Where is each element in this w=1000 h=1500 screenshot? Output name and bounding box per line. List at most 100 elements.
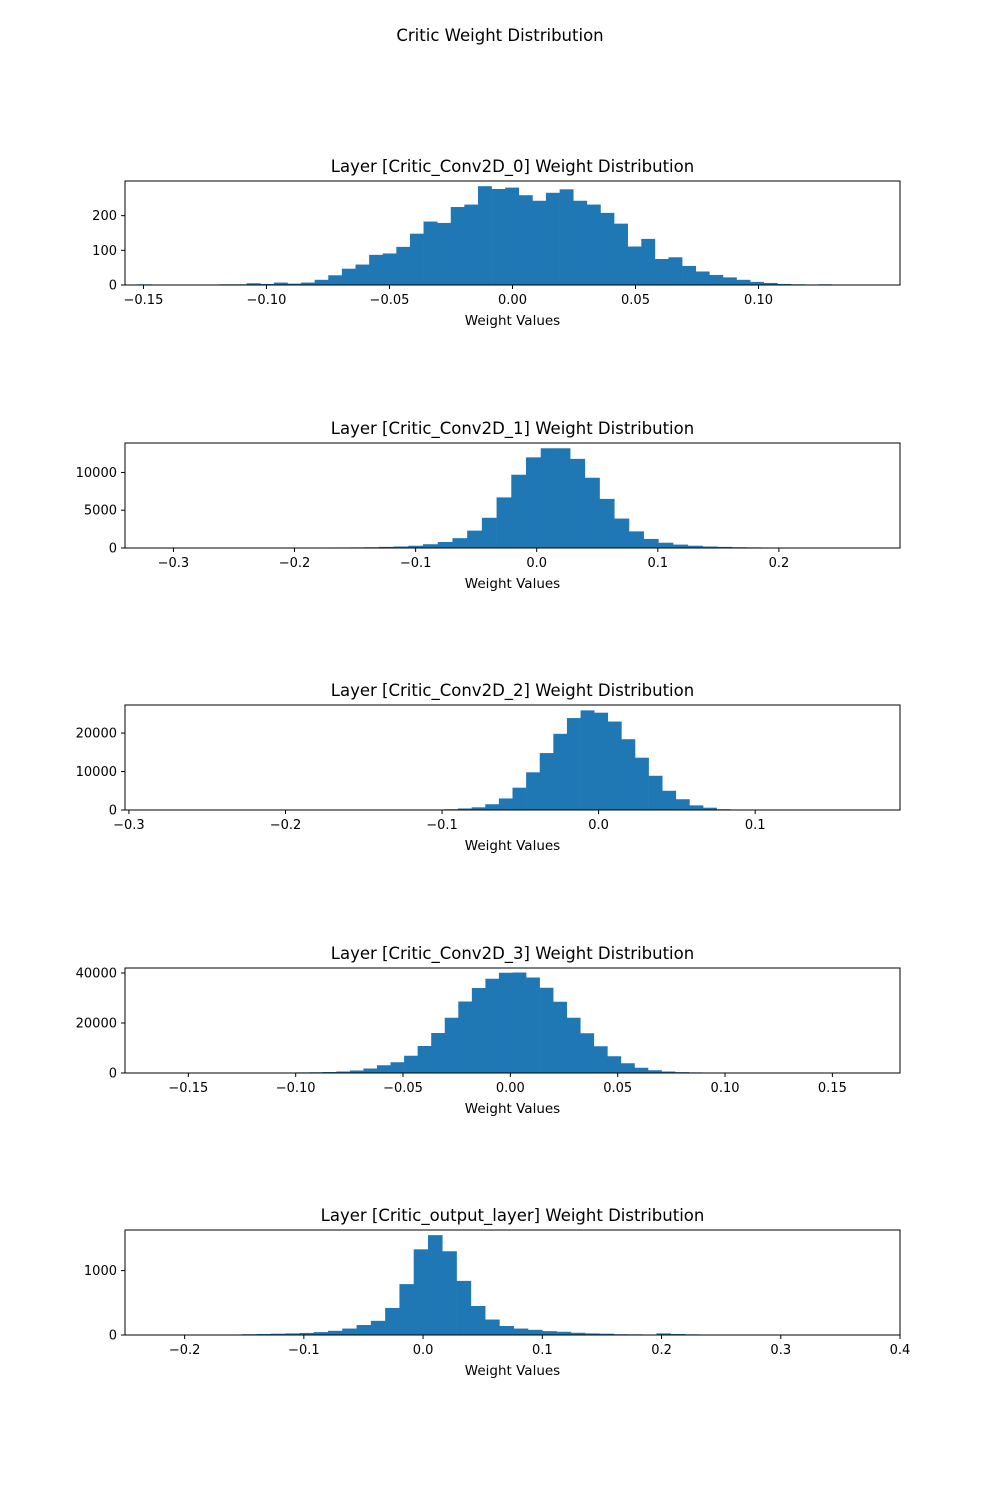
histogram-bar [555, 448, 571, 548]
histogram-bar [593, 1046, 608, 1073]
y-tick-label: 10000 [76, 466, 117, 481]
x-tick-label: −0.3 [158, 556, 190, 571]
histogram-bar [559, 189, 574, 285]
histogram-bar [363, 1068, 378, 1073]
x-tick-label: −0.2 [279, 556, 311, 571]
histogram-bar [654, 259, 669, 285]
histogram-bar [600, 212, 615, 285]
x-tick-label: −0.1 [426, 818, 458, 833]
histogram-bar [498, 972, 513, 1073]
histogram-bar [356, 1325, 372, 1335]
histogram-bar [378, 546, 394, 548]
x-tick-label: −0.05 [383, 1081, 423, 1096]
figure-title: Critic Weight Distribution [396, 26, 604, 45]
x-tick-label: −0.1 [288, 1343, 320, 1358]
histogram-bar [385, 1307, 400, 1335]
histogram-bar [470, 1306, 486, 1335]
histogram-bar [260, 283, 275, 285]
histogram-bar [556, 1331, 572, 1335]
histogram-bar [299, 1332, 315, 1335]
y-tick-label: 10000 [76, 765, 117, 780]
x-tick-label: −0.2 [169, 1343, 201, 1358]
histogram-bar [539, 987, 554, 1073]
histogram-bar [648, 1070, 662, 1073]
histogram-bar [599, 1333, 614, 1335]
histogram-bar [377, 1065, 391, 1073]
x-axis-label: Weight Values [465, 313, 560, 329]
histogram-bar [722, 277, 737, 285]
x-axis-label: Weight Values [465, 576, 560, 592]
histogram-bar [702, 546, 718, 548]
x-tick-label: −0.10 [247, 293, 287, 308]
histogram-bar [656, 1333, 672, 1335]
histogram-bar [662, 790, 677, 810]
x-tick-label: 0.2 [651, 1343, 672, 1358]
histogram-bar [703, 807, 717, 810]
histogram-bar [485, 978, 500, 1073]
y-tick-label: 20000 [76, 1017, 117, 1032]
histogram-bar [437, 222, 452, 285]
histogram-bar [586, 204, 601, 285]
x-tick-label: −0.2 [270, 818, 302, 833]
histogram-bar [570, 458, 586, 548]
histogram-bar [648, 775, 663, 810]
x-tick-label: 0.00 [498, 293, 527, 308]
x-tick-label: −0.15 [168, 1081, 208, 1096]
histogram-bar [349, 1070, 364, 1073]
histogram-bar [573, 200, 588, 285]
histogram-bar [553, 1001, 567, 1073]
histogram-bar [643, 538, 659, 548]
x-tick-label: −0.1 [400, 556, 432, 571]
x-tick-label: 0.05 [603, 1081, 632, 1096]
histogram-bar [594, 712, 609, 810]
histogram-bar [270, 1333, 286, 1335]
histogram-bar [599, 498, 615, 548]
histogram-bar [301, 282, 315, 285]
axes-frame [124, 967, 901, 1074]
histogram-bar [566, 718, 581, 810]
histogram-bar [273, 282, 288, 285]
x-axis-label: Weight Values [465, 1363, 560, 1379]
histogram-bar [382, 253, 397, 285]
x-tick-label: 0.10 [744, 293, 773, 308]
histogram-bar [452, 538, 468, 548]
histogram-panel-0: −0.15 −0.10 −0.05 0.00 0.05 0.10 0 100 200 Layer … [92, 157, 901, 329]
histogram-bar [393, 546, 409, 548]
histogram-bar [355, 264, 370, 285]
histogram-bar [682, 265, 696, 285]
histogram-bar [687, 545, 703, 548]
histogram-bar [641, 238, 656, 285]
histogram-panel-4: −0.2 −0.1 0.0 0.1 0.2 0.3 0.4 0 1000 Layer [Criti… [84, 1206, 910, 1379]
histogram-panel-1: −0.3 −0.2 −0.1 0.0 0.1 0.2 0 5000 10000 Layer [Cr… [76, 419, 901, 592]
x-tick-label: 0.0 [526, 556, 547, 571]
axes-frame [124, 1229, 901, 1336]
panel-title: Layer [Critic_output_layer] Weight Distr… [321, 1206, 705, 1226]
histogram-bar [621, 739, 636, 810]
histogram-bar [477, 186, 492, 285]
histogram-bar [512, 787, 527, 810]
histogram-bar [498, 798, 513, 810]
histogram-bar [750, 281, 765, 285]
histogram-bar [431, 1033, 446, 1073]
y-tick-label: 0 [109, 1329, 117, 1344]
histogram-bar [481, 517, 497, 548]
histogram-bar [634, 1067, 649, 1073]
x-tick-label: −0.15 [124, 293, 164, 308]
histogram-bar [526, 772, 541, 810]
x-tick-label: 0.1 [647, 556, 668, 571]
histogram-bar [546, 192, 560, 285]
histogram-bar [328, 1330, 343, 1335]
histogram-bar [423, 544, 439, 548]
x-tick-label: 0.05 [621, 293, 650, 308]
y-tick-label: 40000 [76, 967, 117, 982]
histogram-bar [614, 223, 628, 285]
histogram-bar [777, 283, 792, 285]
x-tick-label: 0.10 [711, 1081, 740, 1096]
histogram-bar [450, 207, 465, 285]
x-tick-label: 0.2 [769, 556, 790, 571]
histogram-bar [518, 195, 533, 285]
histogram-bar [408, 545, 424, 548]
histogram-bar [607, 1056, 622, 1073]
histogram-bar [458, 1001, 473, 1073]
